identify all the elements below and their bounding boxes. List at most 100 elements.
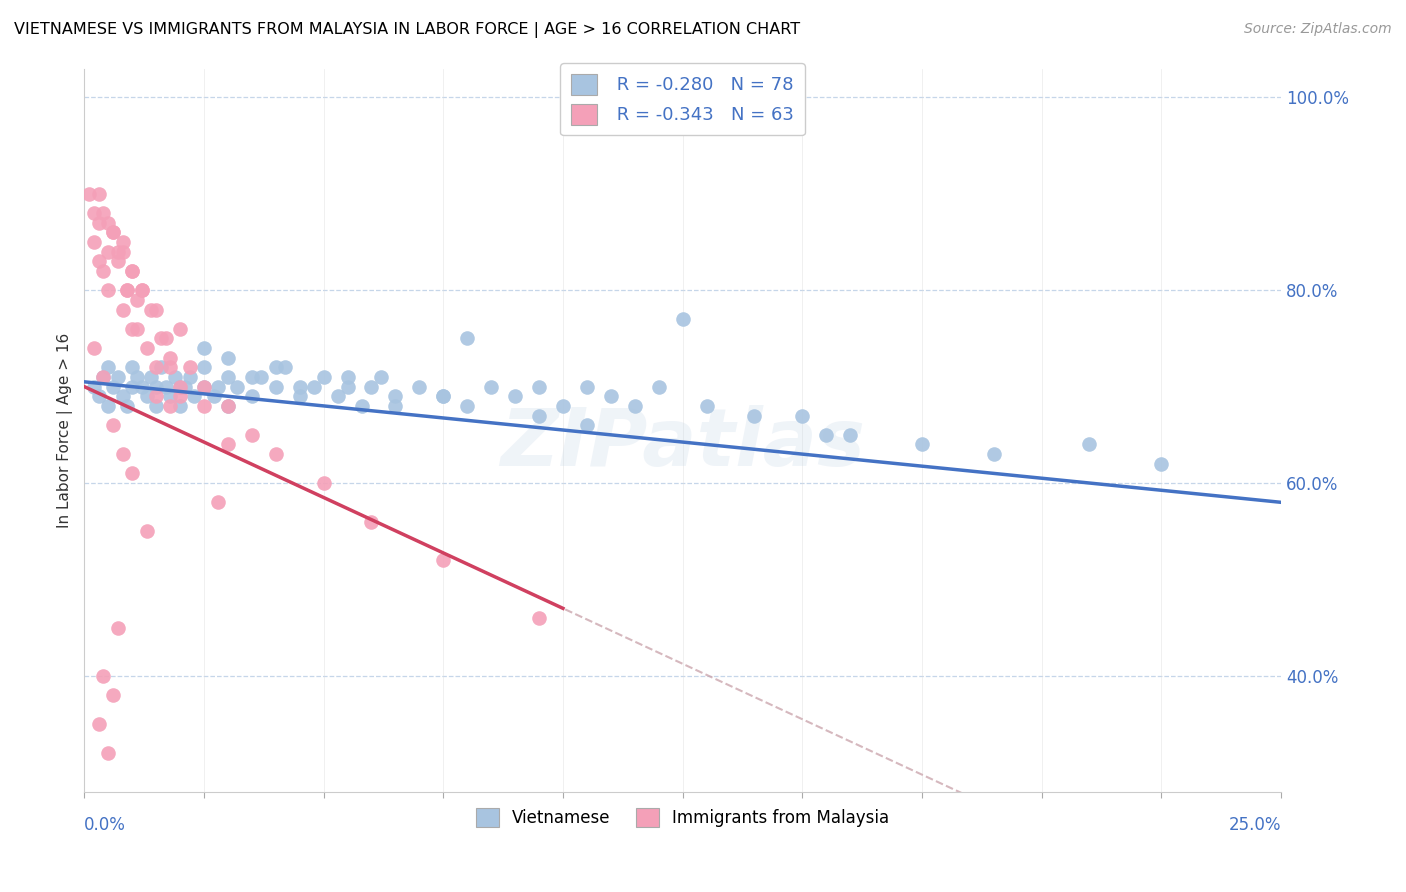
Point xyxy=(226,379,249,393)
Point xyxy=(141,302,163,317)
Point xyxy=(97,283,120,297)
Point xyxy=(193,379,215,393)
Point xyxy=(93,206,115,220)
Point xyxy=(456,399,478,413)
Point xyxy=(165,370,187,384)
Point xyxy=(93,370,115,384)
Point xyxy=(97,360,120,375)
Point xyxy=(97,746,120,760)
Point xyxy=(179,370,201,384)
Point xyxy=(647,379,669,393)
Point xyxy=(599,389,621,403)
Point xyxy=(93,669,115,683)
Point xyxy=(111,244,134,259)
Point xyxy=(121,264,143,278)
Point xyxy=(312,476,335,491)
Point xyxy=(202,389,225,403)
Point xyxy=(87,717,110,731)
Point xyxy=(117,283,139,297)
Point xyxy=(97,244,120,259)
Point xyxy=(744,409,766,423)
Point xyxy=(131,379,153,393)
Point xyxy=(101,379,124,393)
Point xyxy=(264,360,287,375)
Point xyxy=(169,389,191,403)
Point xyxy=(360,379,382,393)
Point xyxy=(217,399,239,413)
Point xyxy=(623,399,645,413)
Point xyxy=(93,264,115,278)
Point xyxy=(169,379,191,393)
Point xyxy=(111,235,134,249)
Point xyxy=(302,379,325,393)
Text: VIETNAMESE VS IMMIGRANTS FROM MALAYSIA IN LABOR FORCE | AGE > 16 CORRELATION CHA: VIETNAMESE VS IMMIGRANTS FROM MALAYSIA I… xyxy=(14,22,800,38)
Point xyxy=(83,379,105,393)
Point xyxy=(217,370,239,384)
Point xyxy=(169,379,191,393)
Point xyxy=(217,399,239,413)
Point xyxy=(97,216,120,230)
Point xyxy=(240,427,263,442)
Point xyxy=(117,399,139,413)
Point xyxy=(288,379,311,393)
Point xyxy=(83,235,105,249)
Point xyxy=(274,360,297,375)
Point xyxy=(350,399,373,413)
Point xyxy=(107,370,129,384)
Point xyxy=(125,322,148,336)
Point xyxy=(408,379,430,393)
Point xyxy=(193,379,215,393)
Point xyxy=(149,331,172,345)
Point xyxy=(983,447,1005,461)
Point xyxy=(264,379,287,393)
Point xyxy=(183,389,205,403)
Point xyxy=(111,447,134,461)
Point xyxy=(250,370,273,384)
Point xyxy=(125,293,148,307)
Point xyxy=(145,399,167,413)
Point xyxy=(131,283,153,297)
Point xyxy=(432,389,454,403)
Point xyxy=(107,621,129,635)
Point xyxy=(87,186,110,201)
Point xyxy=(792,409,814,423)
Point xyxy=(479,379,502,393)
Point xyxy=(527,409,550,423)
Point xyxy=(575,418,598,433)
Point xyxy=(193,399,215,413)
Point xyxy=(83,341,105,355)
Point xyxy=(1078,437,1101,451)
Point xyxy=(432,553,454,567)
Point xyxy=(240,370,263,384)
Point xyxy=(83,206,105,220)
Point xyxy=(111,302,134,317)
Point xyxy=(360,515,382,529)
Point xyxy=(159,351,181,365)
Point xyxy=(384,389,406,403)
Point xyxy=(527,379,550,393)
Point xyxy=(173,379,195,393)
Point xyxy=(336,379,359,393)
Point xyxy=(370,370,392,384)
Point xyxy=(503,389,526,403)
Point xyxy=(121,360,143,375)
Point xyxy=(815,427,838,442)
Point xyxy=(97,399,120,413)
Point xyxy=(207,379,229,393)
Point xyxy=(131,283,153,297)
Point xyxy=(672,312,695,326)
Point xyxy=(117,283,139,297)
Point xyxy=(217,351,239,365)
Point xyxy=(121,322,143,336)
Point xyxy=(101,226,124,240)
Point xyxy=(384,399,406,413)
Point xyxy=(159,389,181,403)
Point xyxy=(312,370,335,384)
Point xyxy=(288,389,311,403)
Point xyxy=(111,389,134,403)
Point xyxy=(135,341,157,355)
Point xyxy=(456,331,478,345)
Y-axis label: In Labor Force | Age > 16: In Labor Force | Age > 16 xyxy=(58,333,73,528)
Point xyxy=(217,437,239,451)
Point xyxy=(145,389,167,403)
